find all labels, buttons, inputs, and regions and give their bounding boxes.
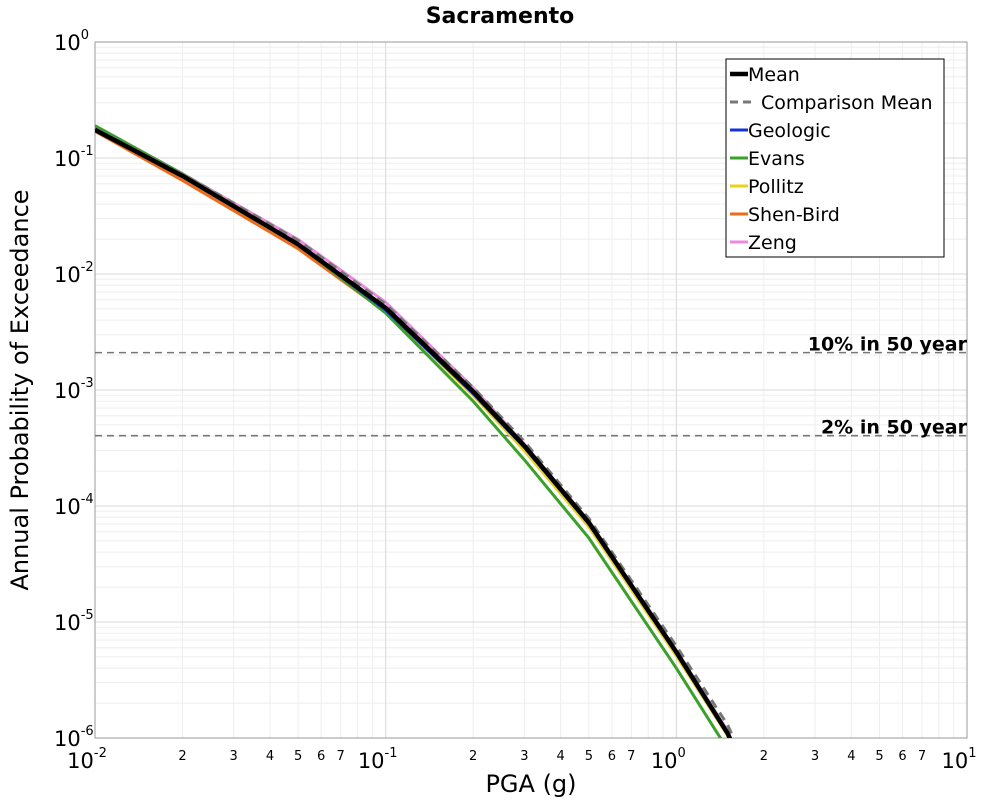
legend: Mean Comparison Mean Geologic Evans Pollitz S… [725, 58, 945, 258]
x-minor-tick-label: 7 [627, 749, 635, 764]
x-minor-tick-label: 2 [178, 749, 186, 764]
x-tick-label: 10-1 [358, 746, 398, 773]
plot-frame [94, 41, 968, 739]
series-layer [95, 124, 736, 738]
reference-line-label: 2% in 50 year [821, 417, 968, 439]
series-line-comparison-mean [95, 127, 736, 738]
y-tick-label: 10-2 [54, 260, 94, 287]
y-tick-label: 10-4 [54, 492, 94, 519]
legend-box [725, 58, 945, 258]
x-minor-tick-label: 2 [469, 749, 477, 764]
x-tick-label: 100 [651, 746, 686, 773]
y-tick-label: 10-6 [54, 724, 94, 751]
chart-title: Sacramento [426, 4, 575, 29]
legend-label: Zeng [748, 232, 797, 254]
x-tick-label: 10-2 [67, 746, 107, 773]
legend-label: Evans [748, 148, 805, 170]
x-minor-tick-label: 5 [875, 749, 883, 764]
x-minor-tick-label: 4 [266, 749, 274, 764]
x-minor-tick-label: 7 [337, 749, 345, 764]
x-minor-tick-label: 6 [608, 749, 616, 764]
legend-label: Mean [748, 64, 800, 86]
x-minor-tick-label: 6 [898, 749, 906, 764]
legend-label: Shen-Bird [748, 204, 840, 226]
x-minor-tick-label: 5 [585, 749, 593, 764]
x-minor-tick-label: 5 [294, 749, 302, 764]
legend-label: Pollitz [748, 176, 804, 198]
y-axis-ticks: 100 10-1 10-2 10-3 10-4 10-5 10-6 [54, 28, 94, 751]
x-minor-tick-label: 6 [317, 749, 325, 764]
x-minor-tick-label: 3 [520, 749, 528, 764]
legend-label: Geologic [748, 120, 831, 142]
reference-lines: 10% in 50 year 2% in 50 year [95, 334, 968, 439]
x-axis-title: PGA (g) [485, 770, 576, 798]
y-tick-label: 100 [54, 28, 89, 55]
x-minor-tick-label: 4 [557, 749, 565, 764]
legend-label: Comparison Mean [761, 92, 933, 114]
y-axis-title: Annual Probability of Exceedance [6, 189, 34, 590]
x-minor-tick-label: 7 [918, 749, 926, 764]
y-tick-label: 10-1 [54, 144, 94, 171]
x-tick-label: 101 [941, 746, 976, 773]
series-line-mean [95, 127, 733, 738]
y-tick-label: 10-3 [54, 376, 94, 403]
x-minor-tick-label: 3 [811, 749, 819, 764]
x-minor-tick-label: 4 [847, 749, 855, 764]
reference-line-label: 10% in 50 year [808, 334, 968, 356]
x-minor-tick-label: 3 [230, 749, 238, 764]
x-minor-tick-label: 2 [760, 749, 768, 764]
y-tick-label: 10-5 [54, 608, 94, 635]
